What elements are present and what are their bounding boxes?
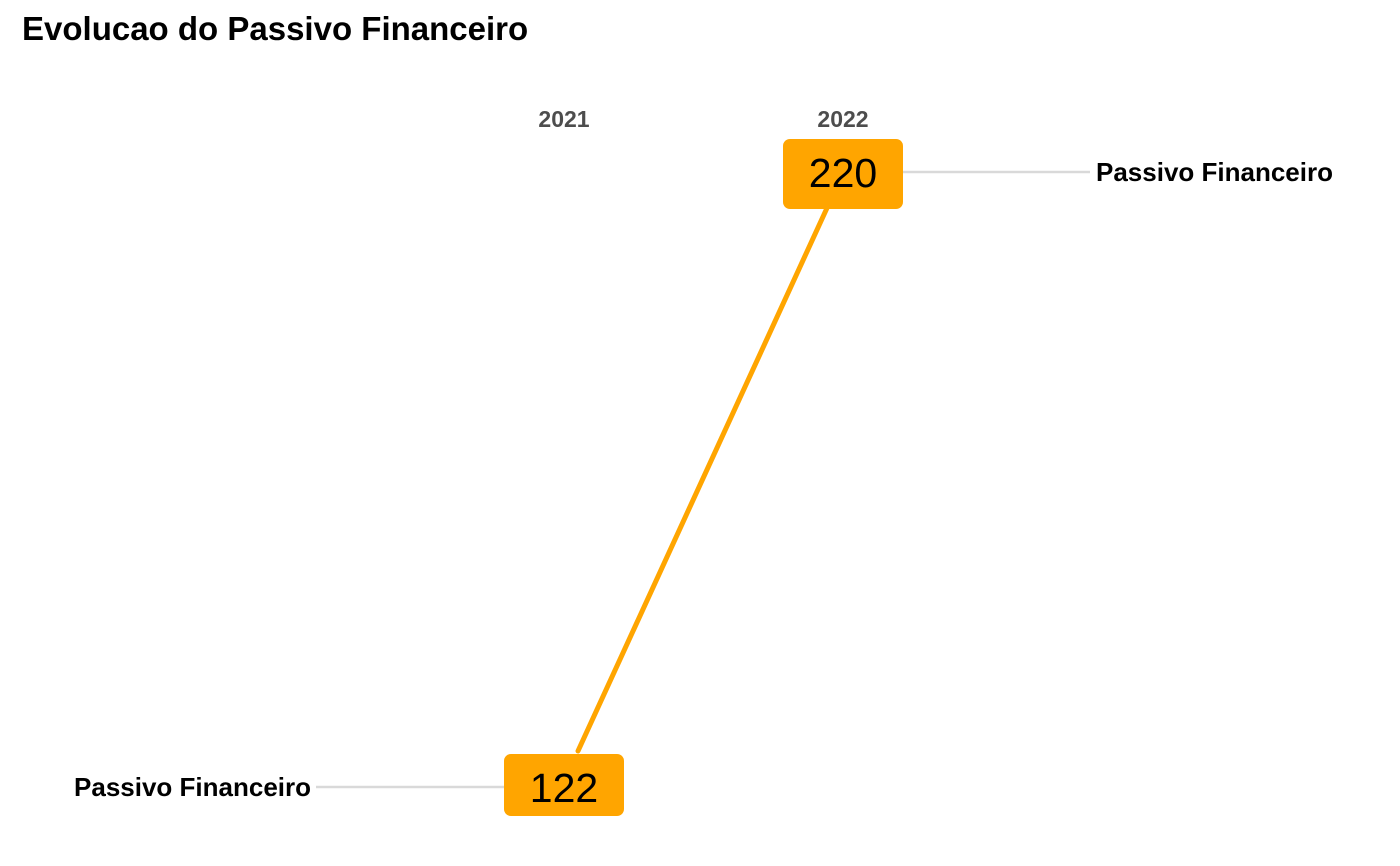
data-label-2022: 220 bbox=[809, 150, 877, 196]
data-label-2021: 122 bbox=[530, 765, 598, 811]
year-label-2021: 2021 bbox=[538, 106, 589, 132]
series-label-right: Passivo Financeiro bbox=[1096, 157, 1333, 187]
value-box-2022 bbox=[783, 139, 903, 209]
value-box-2021 bbox=[504, 754, 624, 816]
series-line-passivo-financeiro bbox=[575, 205, 830, 754]
series-label-left: Passivo Financeiro bbox=[74, 772, 311, 802]
chart-title: Evolucao do Passivo Financeiro bbox=[22, 10, 529, 47]
year-label-2022: 2022 bbox=[817, 106, 868, 132]
